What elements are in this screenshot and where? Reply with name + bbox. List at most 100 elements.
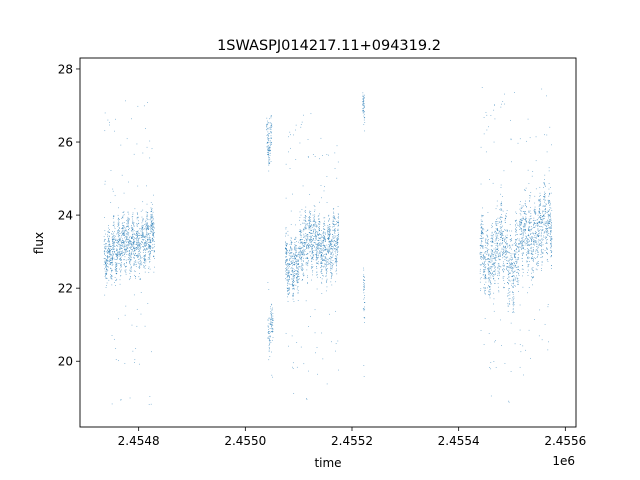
data-point <box>324 256 326 258</box>
data-point <box>131 259 132 261</box>
data-point <box>131 228 133 230</box>
data-point <box>529 222 531 223</box>
data-point <box>482 228 483 230</box>
data-point <box>143 235 144 237</box>
data-point <box>505 221 506 223</box>
data-point <box>521 253 523 254</box>
data-point <box>309 224 310 226</box>
data-point <box>522 286 524 288</box>
data-point <box>106 243 107 244</box>
data-point <box>288 267 289 269</box>
data-point <box>316 271 318 273</box>
data-point <box>287 275 289 276</box>
data-point <box>116 254 118 256</box>
data-point <box>154 258 155 259</box>
data-point <box>320 267 321 268</box>
data-point <box>364 302 366 303</box>
data-point <box>527 258 529 260</box>
data-point <box>538 205 540 207</box>
data-point <box>317 263 318 264</box>
data-point <box>328 241 330 243</box>
data-point <box>152 227 154 228</box>
data-point <box>322 259 324 260</box>
data-point <box>151 217 152 219</box>
data-point <box>493 109 495 111</box>
data-point <box>131 266 132 268</box>
data-point <box>312 235 313 236</box>
data-point <box>298 246 300 248</box>
data-point <box>482 229 483 231</box>
data-point <box>116 248 118 250</box>
data-point <box>297 260 299 262</box>
data-point <box>488 261 490 263</box>
data-point <box>535 250 537 252</box>
data-point <box>488 279 490 281</box>
data-point <box>140 230 142 232</box>
data-point <box>481 233 483 235</box>
data-point <box>493 274 494 275</box>
data-point <box>306 254 307 255</box>
data-point <box>144 259 145 261</box>
data-point <box>483 258 485 259</box>
data-point <box>312 154 314 155</box>
data-point <box>307 275 308 277</box>
data-point <box>294 262 295 263</box>
data-point <box>117 254 119 256</box>
data-point <box>493 265 495 267</box>
data-point <box>315 229 316 231</box>
data-point <box>362 308 364 310</box>
data-point <box>534 319 535 320</box>
data-point <box>495 238 497 240</box>
data-point <box>291 271 293 272</box>
data-point <box>309 216 310 217</box>
data-point <box>319 238 321 239</box>
data-point <box>301 121 303 123</box>
data-point <box>116 264 117 265</box>
data-point <box>307 239 309 240</box>
data-point <box>324 244 326 246</box>
data-point <box>290 239 292 241</box>
data-point <box>330 267 332 269</box>
data-point <box>287 296 288 298</box>
data-point <box>271 309 273 311</box>
data-point <box>146 244 147 245</box>
data-point <box>312 252 314 253</box>
data-point <box>289 253 291 255</box>
data-point <box>292 285 294 287</box>
data-point <box>136 236 138 238</box>
data-point <box>268 145 269 147</box>
data-point <box>484 258 486 260</box>
data-point <box>486 129 488 131</box>
data-point <box>330 263 332 265</box>
data-point <box>133 243 135 245</box>
data-point <box>528 211 530 213</box>
data-point <box>285 253 287 254</box>
data-point <box>543 235 545 237</box>
data-point <box>495 254 497 256</box>
data-point <box>137 253 139 255</box>
data-point <box>128 259 130 260</box>
data-point <box>288 281 289 282</box>
data-point <box>491 237 493 239</box>
data-point <box>296 277 297 278</box>
data-point <box>527 264 529 266</box>
data-point <box>304 236 305 238</box>
data-point <box>126 254 128 255</box>
data-point <box>334 258 336 260</box>
data-point <box>297 260 299 262</box>
data-point <box>308 225 309 227</box>
data-point <box>533 211 535 212</box>
data-point <box>516 267 517 268</box>
data-point <box>500 209 502 211</box>
data-point <box>324 237 326 239</box>
data-point <box>545 228 547 230</box>
data-point <box>493 252 495 253</box>
data-point <box>497 251 498 253</box>
data-point <box>149 261 150 263</box>
data-point <box>300 247 302 249</box>
data-point <box>311 246 312 248</box>
data-point <box>270 132 272 133</box>
data-point <box>493 275 494 277</box>
data-point <box>147 257 149 258</box>
data-point <box>122 233 124 235</box>
